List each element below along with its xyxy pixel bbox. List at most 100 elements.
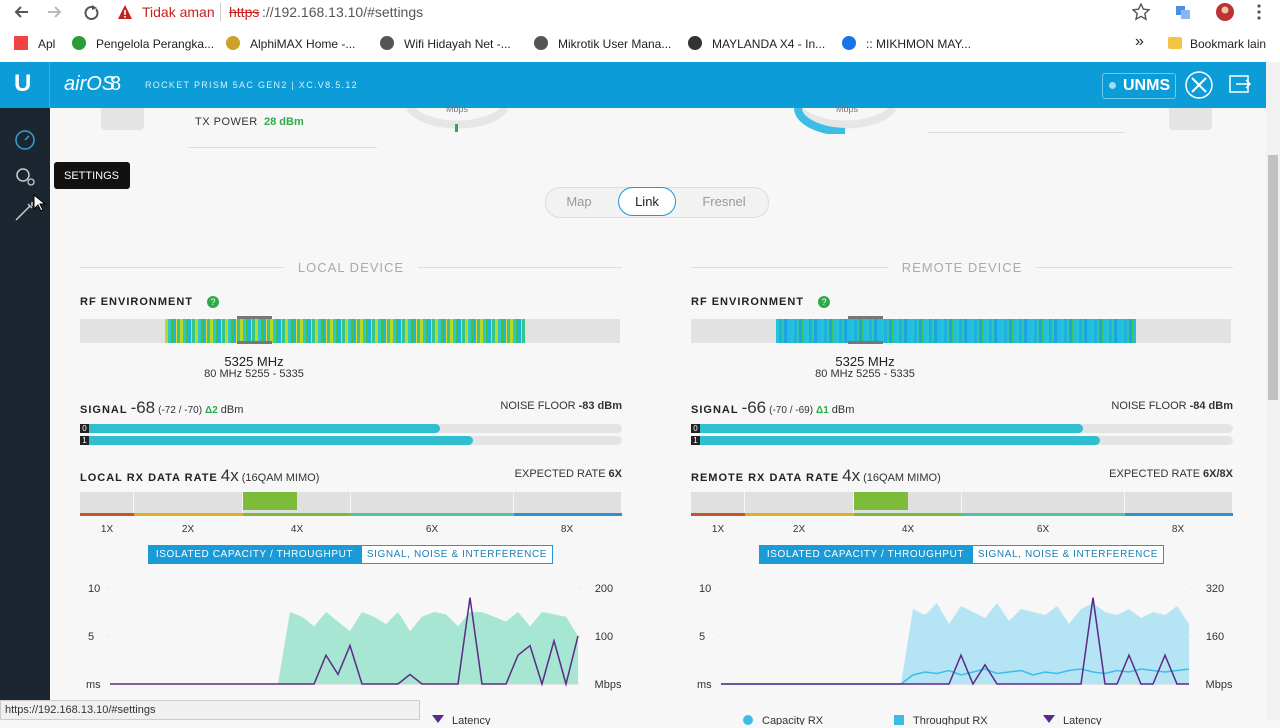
tab[interactable]: Fresnel (702, 194, 746, 209)
device-panel: LOCAL DEVICE RF ENVIRONMENT? 5325 MHz 80 MH… (80, 258, 622, 728)
chain-label: 0 (691, 424, 700, 433)
frequency: 5325 MHz (835, 354, 895, 369)
tx-power-label: TX POWER (195, 116, 258, 128)
expected-label: EXPECTED RATE (514, 468, 606, 480)
view-tabs: Map Link Fresnel (545, 187, 769, 218)
tooltip: SETTINGS (54, 162, 130, 189)
chain-bar (80, 436, 473, 445)
expected-row: EXPECTED RATE 6X (515, 468, 622, 480)
noise-row: NOISE FLOOR -83 dBm (500, 400, 622, 412)
frequency: 5325 MHz (224, 354, 284, 369)
rf-label: RF ENVIRONMENT (691, 296, 804, 308)
bookmark-icon (72, 36, 86, 50)
gauge-unit: Mbps (446, 104, 469, 114)
bookmark-icon (688, 36, 702, 50)
bookmark[interactable]: :: MIKHMON MAY... (866, 37, 971, 51)
tx-power: 28 dBm (264, 116, 304, 128)
rate-segment (745, 492, 854, 513)
rate-segment (351, 492, 514, 513)
folder-icon (1168, 37, 1182, 49)
rate-scale: 6X (1036, 524, 1050, 535)
rate-band (962, 513, 1125, 516)
tab[interactable]: Link (618, 187, 676, 216)
signal-label: SIGNAL (691, 404, 739, 416)
bookmark-folder[interactable]: Bookmark lain (1190, 37, 1267, 51)
rate-scale: 2X (792, 524, 806, 535)
sidebar-icons[interactable] (12, 128, 40, 228)
expected: 6X (608, 468, 622, 480)
device-model: ROCKET PRISM 5AC GEN2 | XC.V8.5.12 (145, 80, 358, 90)
chart-button[interactable]: ISOLATED CAPACITY / THROUGHPUT (148, 545, 361, 564)
header-icons[interactable] (1184, 70, 1264, 100)
area (110, 612, 578, 684)
noise: -84 dBm (1189, 400, 1233, 412)
cursor (33, 194, 47, 212)
url-scheme[interactable]: https (229, 4, 260, 20)
signal-row: SIGNAL -66 (-70 / -69) Δ1 dBm (691, 398, 854, 418)
chain-label: 0 (80, 424, 89, 433)
signal-label: SIGNAL (80, 404, 128, 416)
rate-scale: 6X (425, 524, 439, 535)
line (110, 597, 579, 687)
status-url: https://192.168.13.10/#settings (5, 704, 156, 716)
signal-chains: (-72 / -70) (158, 405, 203, 416)
rate-label: REMOTE RX DATA RATE (691, 472, 840, 484)
bookmark-icon (842, 36, 856, 50)
bookmark-icon (14, 36, 28, 50)
logo[interactable]: U (14, 70, 32, 97)
unms-button[interactable]: UNMS (1102, 73, 1176, 99)
brand: airOS (64, 73, 116, 95)
bookmark[interactable]: Mikrotik User Mana... (558, 37, 672, 51)
rate-scale: 8X (560, 524, 574, 535)
chart-button[interactable]: SIGNAL, NOISE & INTERFERENCE (972, 545, 1164, 564)
device-image (1169, 108, 1212, 130)
legend-label: Latency (1063, 715, 1102, 725)
channel-marker (237, 316, 272, 344)
expected-label: EXPECTED RATE (1109, 468, 1201, 480)
y-axis-label: ms (697, 679, 712, 691)
bookmarks-bar: Apl Pengelola Perangka... AlphiMAX Home -.… (0, 24, 1280, 63)
bookmark-more: » (1135, 33, 1144, 50)
rf-label: RF ENVIRONMENT (80, 296, 193, 308)
divider (188, 147, 377, 148)
signal-delta: Δ2 (205, 405, 218, 416)
sidebar (0, 108, 50, 720)
signal-delta: Δ1 (816, 405, 829, 416)
scrollbar[interactable] (1266, 62, 1280, 720)
bookmark[interactable]: Wifi Hidayah Net -... (404, 37, 511, 51)
rate-scale: 8X (1171, 524, 1185, 535)
legend-label: Throughput RX (913, 715, 988, 725)
rate-scale: 1X (100, 524, 114, 535)
rate-row: LOCAL RX DATA RATE 4x (16QAM MIMO) (80, 466, 319, 486)
bookmark[interactable]: Pengelola Perangka... (96, 37, 215, 51)
chart-button[interactable]: ISOLATED CAPACITY / THROUGHPUT (759, 545, 972, 564)
bookmark-icon (380, 36, 394, 50)
rate-band (854, 513, 962, 516)
bookmark[interactable]: Apl (38, 37, 56, 51)
chart-button[interactable]: SIGNAL, NOISE & INTERFERENCE (361, 545, 553, 564)
rate-scale: 1X (711, 524, 725, 535)
expected: 6X/8X (1203, 468, 1233, 480)
rate-segment (1125, 492, 1233, 513)
signal-row: SIGNAL -68 (-72 / -70) Δ2 dBm (80, 398, 243, 418)
warning-icon (118, 5, 132, 19)
help: ? (818, 296, 830, 308)
bookmark[interactable]: AlphiMAX Home -... (250, 37, 356, 51)
rate-segment (134, 492, 243, 513)
legend-label: Capacity RX (762, 715, 824, 725)
y-tick-label: 10 (88, 583, 100, 595)
chain-label: 1 (80, 436, 89, 445)
tab[interactable]: Map (566, 194, 592, 209)
signal-unit: dBm (831, 404, 855, 416)
y-tick-label: 5 (699, 631, 705, 643)
divider (49, 62, 50, 108)
noise-label: NOISE FLOOR (500, 400, 576, 412)
bookmark[interactable]: MAYLANDA X4 - In... (712, 37, 826, 51)
noise: -83 dBm (578, 400, 622, 412)
legend-label: Latency (452, 715, 491, 725)
rate-band (745, 513, 854, 516)
tooltip-text: SETTINGS (64, 170, 120, 182)
noise-label: NOISE FLOOR (1111, 400, 1187, 412)
url[interactable]: ://192.168.13.10/#settings (262, 4, 424, 20)
device-image (101, 108, 144, 130)
